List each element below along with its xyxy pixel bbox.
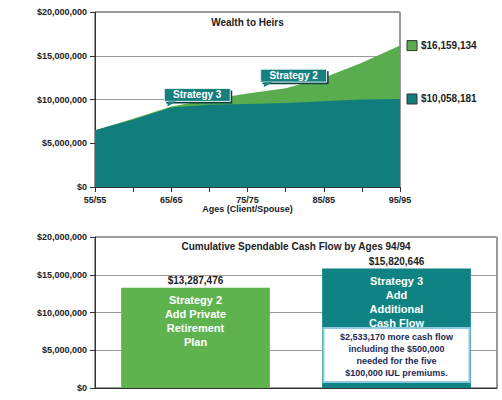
- svg-text:75/75: 75/75: [236, 195, 259, 205]
- svg-text:Cumulative Spendable Cash Flow: Cumulative Spendable Cash Flow by Ages 9…: [181, 241, 411, 252]
- svg-text:$100,000 IUL premiums.: $100,000 IUL premiums.: [345, 368, 447, 378]
- svg-text:$10,000,000: $10,000,000: [37, 95, 87, 105]
- svg-text:$10,000,000: $10,000,000: [37, 308, 87, 318]
- svg-text:Plan: Plan: [184, 336, 208, 348]
- svg-text:$2,533,170 more cash flow: $2,533,170 more cash flow: [340, 332, 454, 342]
- svg-text:$15,820,646: $15,820,646: [369, 256, 425, 267]
- svg-text:$20,000,000: $20,000,000: [37, 7, 87, 17]
- svg-text:including the $500,000: including the $500,000: [348, 344, 444, 354]
- svg-text:Add Private: Add Private: [165, 308, 226, 320]
- svg-text:Add: Add: [386, 289, 407, 301]
- svg-text:Additional: Additional: [370, 303, 424, 315]
- svg-text:55/55: 55/55: [84, 195, 107, 205]
- svg-text:$0: $0: [77, 383, 87, 393]
- svg-text:$20,000,000: $20,000,000: [37, 232, 87, 242]
- svg-text:needed for the five: needed for the five: [356, 356, 436, 366]
- svg-text:$15,000,000: $15,000,000: [37, 51, 87, 61]
- svg-text:65/65: 65/65: [160, 195, 183, 205]
- svg-text:95/95: 95/95: [389, 195, 412, 205]
- svg-text:$5,000,000: $5,000,000: [42, 138, 87, 148]
- svg-text:85/85: 85/85: [312, 195, 335, 205]
- svg-text:Strategy 2: Strategy 2: [269, 70, 318, 81]
- svg-text:$5,000,000: $5,000,000: [42, 345, 87, 355]
- svg-text:$10,058,181: $10,058,181: [421, 93, 477, 104]
- svg-text:$15,000,000: $15,000,000: [37, 270, 87, 280]
- svg-text:Strategy 3: Strategy 3: [173, 89, 222, 100]
- svg-text:Strategy 3: Strategy 3: [370, 275, 423, 287]
- svg-text:$13,287,476: $13,287,476: [168, 275, 224, 286]
- svg-text:Strategy 2: Strategy 2: [169, 294, 222, 306]
- svg-text:Cash Flow: Cash Flow: [369, 317, 424, 329]
- svg-text:$0: $0: [77, 182, 87, 192]
- svg-text:Wealth to Heirs: Wealth to Heirs: [211, 17, 284, 28]
- svg-text:Retirement: Retirement: [167, 322, 225, 334]
- svg-text:Ages (Client/Spouse): Ages (Client/Spouse): [202, 204, 293, 214]
- svg-text:$16,159,134: $16,159,134: [421, 40, 477, 51]
